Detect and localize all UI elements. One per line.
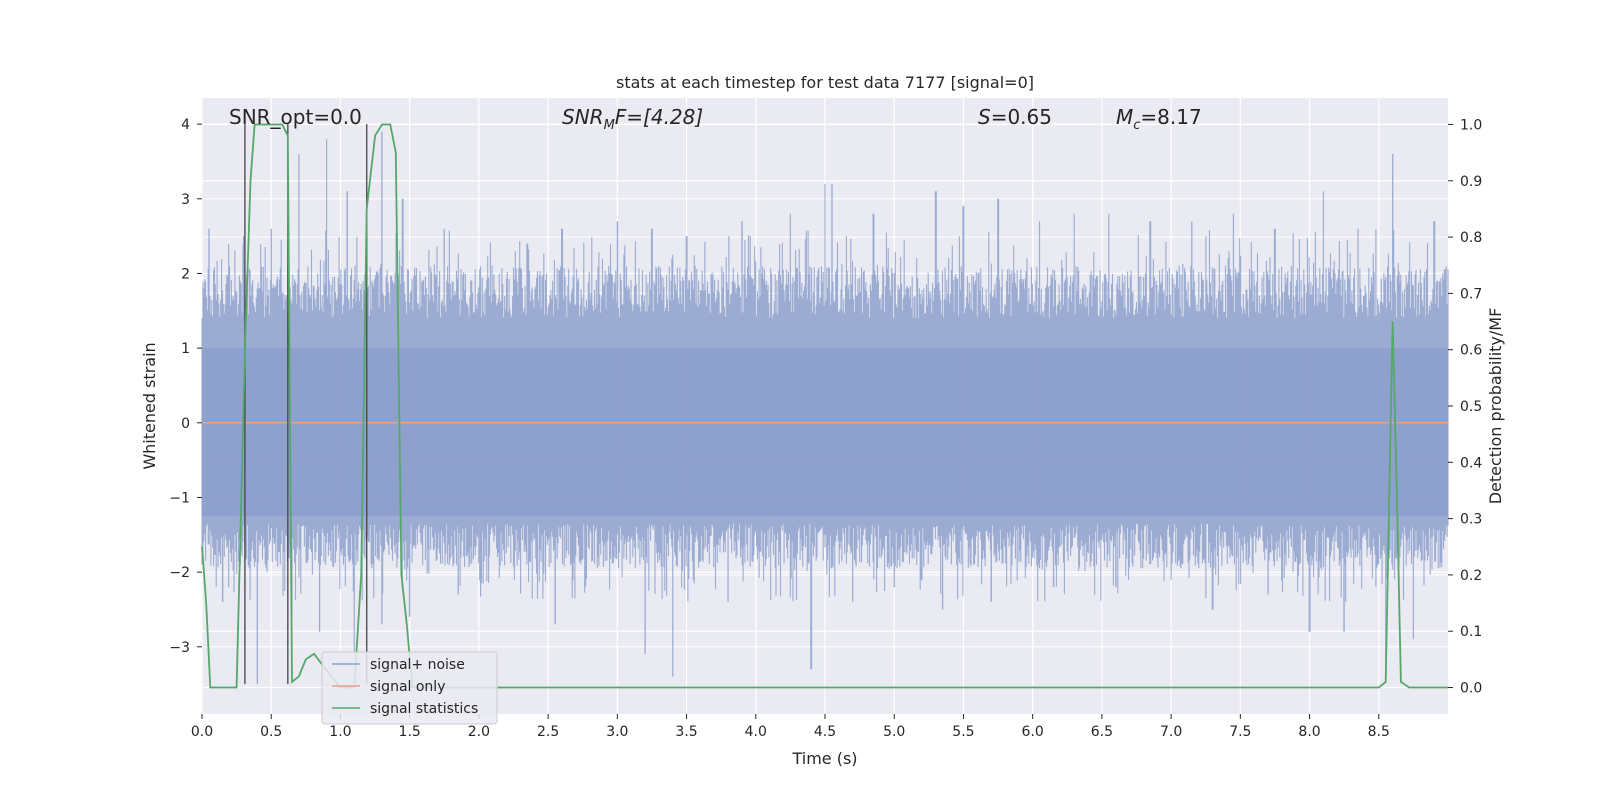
y-right-tick-label-2: 0.2 bbox=[1460, 568, 1482, 584]
chart-title: stats at each timestep for test data 717… bbox=[616, 73, 1034, 92]
x-tick-label-8: 4.0 bbox=[745, 724, 767, 740]
x-tick-label-11: 5.5 bbox=[952, 724, 974, 740]
x-tick-label-4: 2.0 bbox=[468, 724, 490, 740]
legend-label-signal-only: signal only bbox=[370, 679, 445, 695]
y-right-tick-label-1: 0.1 bbox=[1460, 624, 1482, 640]
signal-noise-band bbox=[202, 348, 1448, 517]
y-right-axis-ticks: 0.0 0.1 0.2 0.3 0.4 0.5 0.6 0.7 0.8 0.9 1.0 bbox=[1448, 117, 1482, 697]
y-right-tick-label-8: 0.8 bbox=[1460, 230, 1482, 246]
y-right-tick-label-4: 0.4 bbox=[1460, 455, 1482, 471]
x-tick-label-12: 6.0 bbox=[1022, 724, 1044, 740]
mc-value: =8.17 bbox=[1140, 105, 1201, 129]
y-right-tick-label-10: 1.0 bbox=[1460, 117, 1482, 133]
x-tick-label-2: 1.0 bbox=[329, 724, 351, 740]
y-right-axis-label: Detection probability/MF bbox=[1486, 308, 1505, 505]
x-tick-label-13: 6.5 bbox=[1091, 724, 1113, 740]
y-right-tick-label-6: 0.6 bbox=[1460, 343, 1482, 359]
y-right-tick-label-9: 0.9 bbox=[1460, 174, 1482, 190]
y-left-tick-label-7: 4 bbox=[181, 117, 190, 133]
legend-label-signal-noise: signal+ noise bbox=[370, 657, 465, 673]
mc-var: M bbox=[1116, 105, 1133, 129]
y-left-tick-label-3: 0 bbox=[181, 416, 190, 432]
s-annotation: S=0.65 bbox=[978, 105, 1052, 129]
s-var: S bbox=[978, 105, 991, 129]
y-right-tick-label-3: 0.3 bbox=[1460, 512, 1482, 528]
y-left-axis-ticks: −3 −2 −1 0 1 2 3 4 bbox=[169, 117, 202, 656]
x-tick-label-5: 2.5 bbox=[537, 724, 559, 740]
x-tick-label-10: 5.0 bbox=[883, 724, 905, 740]
y-left-axis-label: Whitened strain bbox=[140, 342, 159, 469]
snr-opt-annotation: SNR_opt=0.0 bbox=[229, 105, 362, 129]
x-tick-label-15: 7.5 bbox=[1229, 724, 1251, 740]
y-left-tick-label-6: 3 bbox=[181, 192, 190, 208]
y-left-tick-label-2: −1 bbox=[169, 490, 190, 506]
x-tick-label-9: 4.5 bbox=[814, 724, 836, 740]
y-right-tick-label-5: 0.5 bbox=[1460, 399, 1482, 415]
x-tick-label-7: 3.5 bbox=[675, 724, 697, 740]
legend-label-signal-statistics: signal statistics bbox=[370, 701, 478, 717]
x-tick-label-6: 3.0 bbox=[606, 724, 628, 740]
legend: signal+ noise signal only signal statist… bbox=[321, 651, 498, 725]
snr-mf-annotation: SNRMF=[4.28] bbox=[562, 105, 703, 133]
mc-sub: c bbox=[1133, 118, 1140, 133]
signal-statistics-series bbox=[201, 123, 1448, 689]
y-left-tick-label-5: 2 bbox=[181, 266, 190, 282]
y-left-tick-label-1: −2 bbox=[169, 565, 190, 581]
y-right-tick-label-0: 0.0 bbox=[1460, 681, 1482, 697]
noise-series bbox=[201, 131, 1449, 685]
x-tick-label-0: 0.0 bbox=[191, 724, 213, 740]
x-tick-label-16: 8.0 bbox=[1298, 724, 1320, 740]
y-left-tick-label-0: −3 bbox=[169, 640, 190, 656]
y-left-tick-label-4: 1 bbox=[181, 341, 190, 357]
mc-annotation: Mc=8.17 bbox=[1116, 105, 1202, 133]
legend-box bbox=[321, 651, 498, 725]
x-tick-label-14: 7.0 bbox=[1160, 724, 1182, 740]
x-tick-label-3: 1.5 bbox=[399, 724, 421, 740]
x-tick-label-17: 8.5 bbox=[1368, 724, 1390, 740]
y-right-tick-label-7: 0.7 bbox=[1460, 286, 1482, 302]
snr-mf-rest: F=[4.28] bbox=[615, 105, 703, 129]
snr-mf-base: SNR bbox=[562, 105, 604, 129]
x-axis-ticks: 0.0 0.5 1.0 1.5 2.0 2.5 3.0 3.5 4.0 4.5 5.0 5.5 6.0 6… bbox=[191, 714, 1390, 740]
s-value: =0.65 bbox=[991, 105, 1052, 129]
signal-statistics-line bbox=[201, 123, 1448, 689]
x-axis-label: Time (s) bbox=[791, 749, 857, 768]
x-tick-label-1: 0.5 bbox=[260, 724, 282, 740]
snr-mf-sub: M bbox=[604, 118, 615, 133]
